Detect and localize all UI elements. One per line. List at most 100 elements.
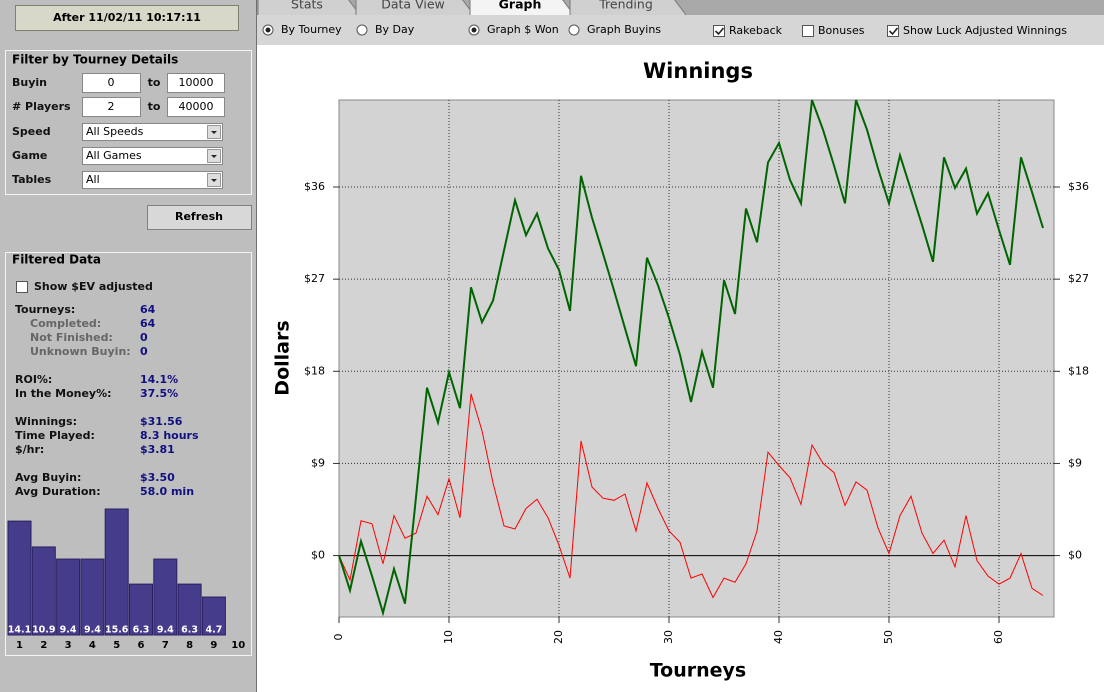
x-axis-title: Tourneys <box>650 660 747 682</box>
series-line <box>338 99 1044 617</box>
checkbox-label: Rakeback <box>729 24 783 37</box>
checkbox[interactable] <box>16 281 28 293</box>
hist-value: 10.9 <box>32 625 55 636</box>
hist-value: 15.6 <box>105 625 129 636</box>
hist-bar <box>153 558 178 636</box>
checkbox-check <box>714 27 725 36</box>
y-tick-label: $0 <box>311 549 325 562</box>
hist-bar <box>129 583 153 636</box>
select-arrow <box>211 179 217 182</box>
input-box[interactable] <box>82 97 141 117</box>
input-value: 10000 <box>179 76 214 89</box>
hist-category: 1 <box>16 640 23 651</box>
stat-value: $3.81 <box>140 443 175 456</box>
stat-label: Avg Buyin: <box>15 471 81 484</box>
hist-value: 4.7 <box>205 625 222 636</box>
hist-category: 5 <box>113 640 120 651</box>
refresh-label: Refresh <box>175 210 223 223</box>
filter-label: Buyin <box>12 76 47 89</box>
hist-bar <box>80 558 105 636</box>
stat-value: 58.0 min <box>140 485 194 498</box>
checkbox[interactable] <box>713 25 725 37</box>
stat-label: Tourneys: <box>15 303 75 316</box>
tab[interactable] <box>355 0 475 16</box>
hist-category: 6 <box>138 640 145 651</box>
hist-category: 2 <box>40 640 47 651</box>
stat-value: 0 <box>140 331 148 344</box>
radio[interactable] <box>568 24 580 36</box>
radio-label: By Tourney <box>281 23 342 36</box>
radio-label: Graph Buyins <box>587 23 661 36</box>
select-box[interactable] <box>82 123 223 141</box>
hist-bar <box>104 508 129 636</box>
input-value: 0 <box>108 76 115 89</box>
stat-label: Unknown Buyin: <box>30 345 131 358</box>
checkbox[interactable] <box>802 25 814 37</box>
checkbox[interactable] <box>887 25 899 37</box>
hist-category: 10 <box>231 640 245 651</box>
date-button-label: After 11/02/11 10:17:11 <box>53 11 201 24</box>
hist-bar <box>201 596 226 636</box>
checkbox-label: Show Luck Adjusted Winnings <box>903 24 1067 37</box>
stat-label: Completed: <box>30 317 101 330</box>
refresh-button[interactable] <box>147 205 252 230</box>
tab[interactable] <box>569 0 687 16</box>
select-box[interactable] <box>82 171 223 189</box>
stat-label: Time Played: <box>15 429 95 442</box>
input-box[interactable] <box>167 97 225 117</box>
tab[interactable] <box>257 0 361 16</box>
y-tick-label: $36 <box>304 180 325 193</box>
select-box[interactable] <box>82 147 223 165</box>
y2-tick-label: $0 <box>1068 549 1082 562</box>
stat-value: $31.56 <box>140 415 183 428</box>
radio[interactable] <box>356 24 368 36</box>
y2-tick-label: $9 <box>1068 456 1082 469</box>
y-axis-title: Dollars <box>272 320 294 395</box>
tab[interactable] <box>469 0 575 16</box>
filter-title: Filter by Tourney Details <box>12 53 178 67</box>
select-label: Game <box>12 149 47 162</box>
toolbar <box>257 15 1104 45</box>
input-value: 2 <box>108 100 115 113</box>
hist-value: 6.3 <box>133 625 150 636</box>
y2-tick-label: $36 <box>1068 180 1089 193</box>
filter-box <box>5 50 252 195</box>
radio-label: Graph $ Won <box>487 23 559 36</box>
x-tick-label: 10 <box>442 630 455 644</box>
stat-value: 64 <box>140 317 156 330</box>
hist-value: 6.3 <box>181 625 198 636</box>
stat-label: Not Finished: <box>30 331 113 344</box>
hist-bar <box>7 520 32 636</box>
input-box[interactable] <box>82 73 141 93</box>
stat-label: ROI%: <box>15 373 52 386</box>
date-button[interactable] <box>15 5 239 31</box>
y-tick-label: $27 <box>304 272 325 285</box>
select-label: Tables <box>12 173 52 186</box>
select-label: Speed <box>12 125 51 138</box>
filtered-title: Filtered Data <box>12 253 101 267</box>
radio-dot <box>471 27 477 33</box>
input-box[interactable] <box>167 73 225 93</box>
filtered-box <box>5 252 252 656</box>
x-tick-label: 0 <box>332 634 345 641</box>
radio-dot <box>265 27 271 33</box>
select-arrow <box>211 131 217 134</box>
hist-category: 4 <box>89 640 96 651</box>
x-tick-label: 20 <box>552 630 565 644</box>
stat-label: Winnings: <box>15 415 77 428</box>
plot-area <box>338 99 1055 618</box>
radio-label: By Day <box>375 23 415 36</box>
x-tick-label: 60 <box>992 630 1005 644</box>
hist-value: 9.4 <box>60 625 77 636</box>
stat-value: 64 <box>140 303 156 316</box>
tab-label: Graph <box>499 0 542 12</box>
stat-label: In the Money%: <box>15 387 112 400</box>
hist-category: 9 <box>210 640 217 651</box>
stat-value: $3.50 <box>140 471 175 484</box>
stat-value: 0 <box>140 345 148 358</box>
hist-value: 9.4 <box>157 625 174 636</box>
input-value: 40000 <box>179 100 214 113</box>
hist-bar <box>56 558 81 636</box>
series-line <box>338 393 1044 599</box>
